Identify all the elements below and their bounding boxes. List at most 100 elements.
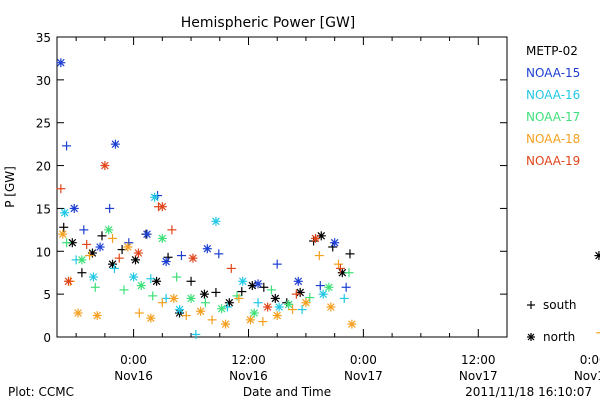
north-point-noaa-19 [263,302,273,312]
y-tick-label: 25 [36,117,51,131]
x-tick-time-label: 12:00 [461,353,496,367]
north-point-noaa-19 [63,276,73,286]
north-point-noaa-16 [274,302,284,312]
north-point-noaa-16 [318,289,328,299]
south-point-metp-02 [186,276,196,286]
south-point-noaa-18 [181,311,191,321]
north-point-noaa-15 [330,238,340,248]
x-tick-time-label: 12:00 [231,353,266,367]
north-point-noaa-16 [238,276,248,286]
south-point-noaa-15 [315,281,325,291]
south-point-noaa-18 [85,251,95,261]
south-point-noaa-16 [191,329,201,339]
south-point-noaa-18 [314,251,324,261]
y-tick-label: 10 [36,245,51,259]
x-tick-date-label: Nov16 [229,369,268,383]
south-point-noaa-19 [167,225,177,235]
south-point-noaa-19 [82,239,92,249]
south-point-noaa-15 [214,249,224,259]
plot-frame [56,36,508,338]
marker-legend: south north [527,298,577,344]
north-point-metp-02 [295,287,305,297]
north-point-noaa-16 [88,272,98,282]
south-point-noaa-15 [341,282,351,292]
x-tick-time-label: 0:00 [580,353,600,367]
south-point-noaa-15 [272,259,282,269]
south-point-noaa-17 [62,238,72,248]
legend-item-noaa-16: NOAA-16 [526,88,580,102]
south-point-noaa-17 [344,268,354,278]
legend-item-metp-02: METP-02 [526,44,578,58]
south-point-noaa-18 [596,332,600,334]
north-point-metp-02 [108,259,118,269]
south-point-metp-02 [237,287,247,297]
north-point-noaa-17 [249,308,259,318]
data-points [56,58,600,339]
south-point-noaa-17 [90,282,100,292]
north-point-noaa-17 [217,304,227,314]
north-point-noaa-15 [142,229,152,239]
y-tick-label: 15 [36,202,51,216]
north-point-noaa-16 [60,208,70,218]
north-point-noaa-15 [293,276,303,286]
north-point-noaa-19 [133,248,143,258]
south-point-noaa-19 [291,289,301,299]
north-point-noaa-18 [301,298,311,308]
north-point-noaa-17 [157,233,167,243]
chart-title: Hemispheric Power [GW] [181,15,356,31]
south-point-noaa-19 [226,263,236,273]
north-point-noaa-18 [221,319,231,329]
south-point-metp-02 [211,287,221,297]
south-point-noaa-15 [176,251,186,261]
south-point-noaa-18 [134,308,144,318]
south-point-noaa-15 [105,203,115,213]
north-point-noaa-15 [253,279,263,289]
x-tick-time-label: 0:00 [350,353,377,367]
asterisk-marker-icon [527,333,535,341]
south-point-noaa-17 [148,291,158,301]
north-point-noaa-19 [100,161,110,171]
north-point-metp-02 [594,251,600,261]
south-point-noaa-18 [157,298,167,308]
south-point-noaa-17 [305,293,315,303]
north-point-noaa-17 [136,281,146,291]
south-point-noaa-18 [288,305,298,315]
south-point-noaa-18 [234,293,244,303]
legend-item-noaa-19: NOAA-19 [526,154,580,168]
plus-marker-icon [527,301,535,309]
north-point-noaa-19 [311,233,321,243]
south-point-noaa-17 [172,272,182,282]
y-axis: 0 5 10 15 20 25 30 35 [36,31,507,345]
north-point-noaa-17 [324,282,334,292]
plot-timestamp: 2011/11/18 16:10:07 [465,385,592,399]
north-point-metp-02 [67,238,77,248]
y-tick-label: 0 [43,331,51,345]
y-tick-label: 5 [43,288,51,302]
north-point-noaa-15 [95,242,105,252]
north-point-metp-02 [270,293,280,303]
south-point-noaa-18 [333,259,343,269]
y-axis-label: P [GW] [3,166,17,208]
south-point-noaa-19 [56,184,66,194]
north-point-noaa-19 [157,202,167,212]
x-tick-date-label: Nov17 [344,369,383,383]
north-point-noaa-17 [186,293,196,303]
south-point-noaa-16 [253,298,263,308]
legend-item-noaa-18: NOAA-18 [526,132,580,146]
north-point-noaa-19 [188,253,198,263]
south-point-noaa-15 [62,141,72,151]
south-point-noaa-15 [79,225,89,235]
north-point-metp-02 [224,298,234,308]
north-point-noaa-18 [272,311,282,321]
x-tick-date-label: Nov17 [459,369,498,383]
north-point-metp-02 [199,289,209,299]
south-point-noaa-19 [335,263,345,273]
marker-legend-label: north [543,330,575,344]
south-point-noaa-16 [339,293,349,303]
north-point-noaa-18 [169,293,179,303]
south-point-metp-02 [77,268,87,278]
legend-item-noaa-17: NOAA-17 [526,110,580,124]
south-point-metp-02 [59,222,69,232]
north-point-noaa-17 [104,225,114,235]
